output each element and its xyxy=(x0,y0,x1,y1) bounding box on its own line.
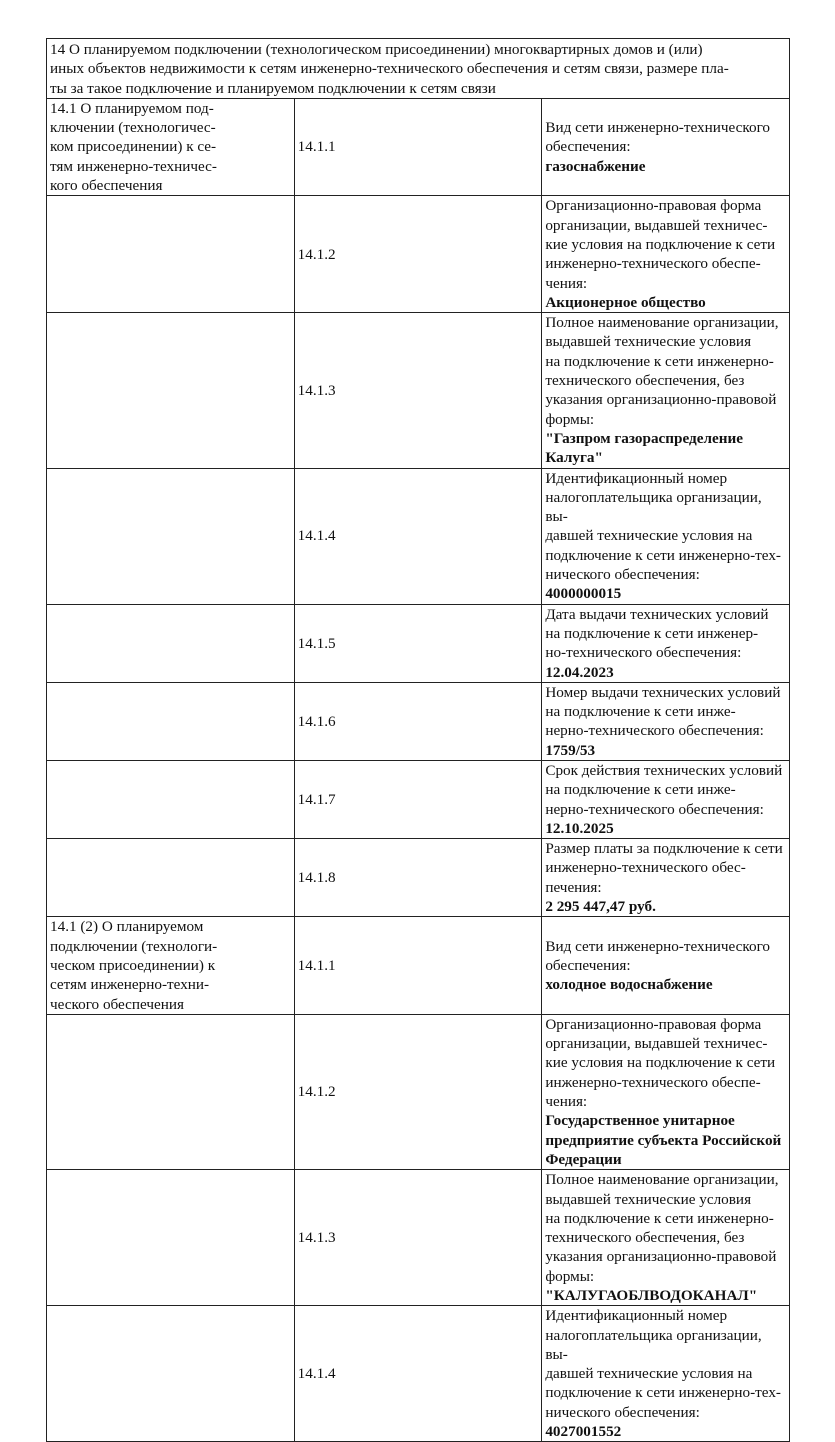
group-label xyxy=(46,1305,295,1442)
group-label: 14.1 (2) О планируемом подключении (техн… xyxy=(46,916,295,1015)
item-code: 14.1.3 xyxy=(293,312,543,469)
item-code: 14.1.1 xyxy=(293,916,543,1015)
item-code: 14.1.4 xyxy=(293,467,543,605)
item-value: 12.04.2023 xyxy=(545,663,614,681)
item-label: Идентификационный номер налогоплательщик… xyxy=(545,1307,781,1421)
item-label: Номер выдачи технических условий на подк… xyxy=(545,683,781,740)
item-label: Вид сети инженерно-технического обеспече… xyxy=(545,119,771,156)
item-value: газоснабжение xyxy=(545,157,646,175)
item-value: "КАЛУГАОБЛВОДОКАНАЛ" xyxy=(545,1287,758,1304)
item-description: Идентификационный номер налогоплательщик… xyxy=(541,467,790,605)
item-description: Вид сети инженерно-технического обеспече… xyxy=(541,97,790,197)
table-row: 14.1 (2) О планируемом подключении (техн… xyxy=(46,916,790,1015)
group-label: 14.1 О планируемом под- ключении (технол… xyxy=(46,97,295,197)
table-row: 14.1.7 Срок действия технических условий … xyxy=(46,759,790,840)
item-value: 4000000015 xyxy=(545,585,622,603)
item-value: 1759/53 xyxy=(545,741,596,759)
table-row: 14.1.6 Номер выдачи технических условий н… xyxy=(46,681,790,761)
table-row: 14.1.2 Организационно-правовая форма орга… xyxy=(46,195,790,314)
item-description: Организационно-правовая форма организаци… xyxy=(541,195,790,314)
item-code: 14.1.4 xyxy=(293,1305,543,1442)
table-row: 14.1.5 Дата выдачи технических условий на… xyxy=(46,603,790,683)
item-label: Срок действия технических условий на под… xyxy=(545,761,783,818)
group-label xyxy=(46,759,295,840)
item-value: "Газпром газораспределение Калуга" xyxy=(545,429,743,467)
item-code: 14.1.6 xyxy=(293,681,543,761)
item-value: 2 295 447,47 руб. xyxy=(545,898,656,916)
table-row: 14.1.4 Идентификационный номер налогоплат… xyxy=(46,1305,790,1442)
item-description: Идентификационный номер налогоплательщик… xyxy=(541,1305,790,1442)
item-code: 14.1.3 xyxy=(293,1169,543,1307)
item-label: Дата выдачи технических условий на подкл… xyxy=(545,605,769,662)
table-row: 14.1.8 Размер платы за подключение к сети… xyxy=(46,838,790,918)
item-description: Полное наименование организации, выдавше… xyxy=(541,1169,790,1307)
item-description: Дата выдачи технических условий на подкл… xyxy=(541,603,790,683)
item-label: Вид сети инженерно-технического обеспече… xyxy=(545,937,771,974)
group-label xyxy=(46,467,295,605)
group-label xyxy=(46,1013,295,1171)
group-label xyxy=(46,838,295,918)
item-value: Акционерное общество xyxy=(545,293,706,311)
group-label xyxy=(46,195,295,314)
table-row: 14.1.3 Полное наименование организации, в… xyxy=(46,312,790,469)
item-description: Размер платы за подключение к сети инжен… xyxy=(541,838,790,918)
item-description: Полное наименование организации, выдавше… xyxy=(541,312,790,469)
item-label: Идентификационный номер налогоплательщик… xyxy=(545,469,781,584)
item-value: холодное водоснабжение xyxy=(545,976,713,994)
group-label xyxy=(46,603,295,683)
section-header-row: 14 О планируемом подключении (технологич… xyxy=(46,38,790,99)
table-row: 14.1 О планируемом под- ключении (технол… xyxy=(46,97,790,197)
item-code: 14.1.2 xyxy=(293,195,543,314)
item-code: 14.1.1 xyxy=(293,97,543,197)
table-row: 14.1.2 Организационно-правовая форма орга… xyxy=(46,1013,790,1171)
item-description: Срок действия технических условий на под… xyxy=(541,759,790,840)
item-description: Номер выдачи технических условий на подк… xyxy=(541,681,790,761)
item-label: Организационно-правовая форма организаци… xyxy=(545,197,776,292)
group-label xyxy=(46,681,295,761)
item-code: 14.1.2 xyxy=(293,1013,543,1171)
item-description: Организационно-правовая форма организаци… xyxy=(541,1013,790,1171)
item-value: 4027001552 xyxy=(545,1423,622,1441)
item-code: 14.1.5 xyxy=(293,603,543,683)
group-label xyxy=(46,1169,295,1307)
item-label: Размер платы за подключение к сети инжен… xyxy=(545,840,783,896)
table-row: 14.1.4 Идентификационный номер налогоплат… xyxy=(46,467,790,605)
table-row: 14.1.3 Полное наименование организации, в… xyxy=(46,1169,790,1307)
item-label: Полное наименование организации, выдавше… xyxy=(545,314,779,428)
group-label xyxy=(46,312,295,469)
item-value: Государственное унитарное предприятие су… xyxy=(545,1112,782,1168)
item-description: Вид сети инженерно-технического обеспече… xyxy=(541,916,790,1015)
item-code: 14.1.8 xyxy=(293,838,543,918)
connection-table: 14 О планируемом подключении (технологич… xyxy=(46,38,790,1442)
item-label: Полное наименование организации, выдавше… xyxy=(545,1171,779,1285)
item-label: Организационно-правовая форма организаци… xyxy=(545,1015,776,1111)
item-code: 14.1.7 xyxy=(293,759,543,840)
section-title: 14 О планируемом подключении (технологич… xyxy=(46,38,790,99)
item-value: 12.10.2025 xyxy=(545,819,614,837)
